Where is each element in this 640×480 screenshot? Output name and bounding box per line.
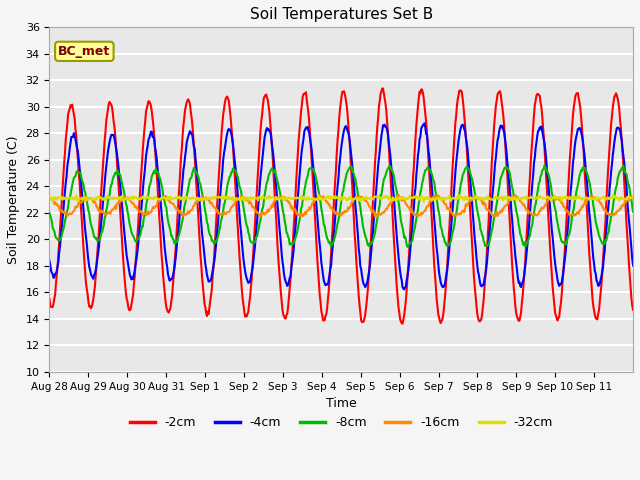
Text: BC_met: BC_met xyxy=(58,45,111,58)
Y-axis label: Soil Temperature (C): Soil Temperature (C) xyxy=(7,135,20,264)
X-axis label: Time: Time xyxy=(326,397,356,410)
Title: Soil Temperatures Set B: Soil Temperatures Set B xyxy=(250,7,433,22)
Legend: -2cm, -4cm, -8cm, -16cm, -32cm: -2cm, -4cm, -8cm, -16cm, -32cm xyxy=(125,411,558,434)
